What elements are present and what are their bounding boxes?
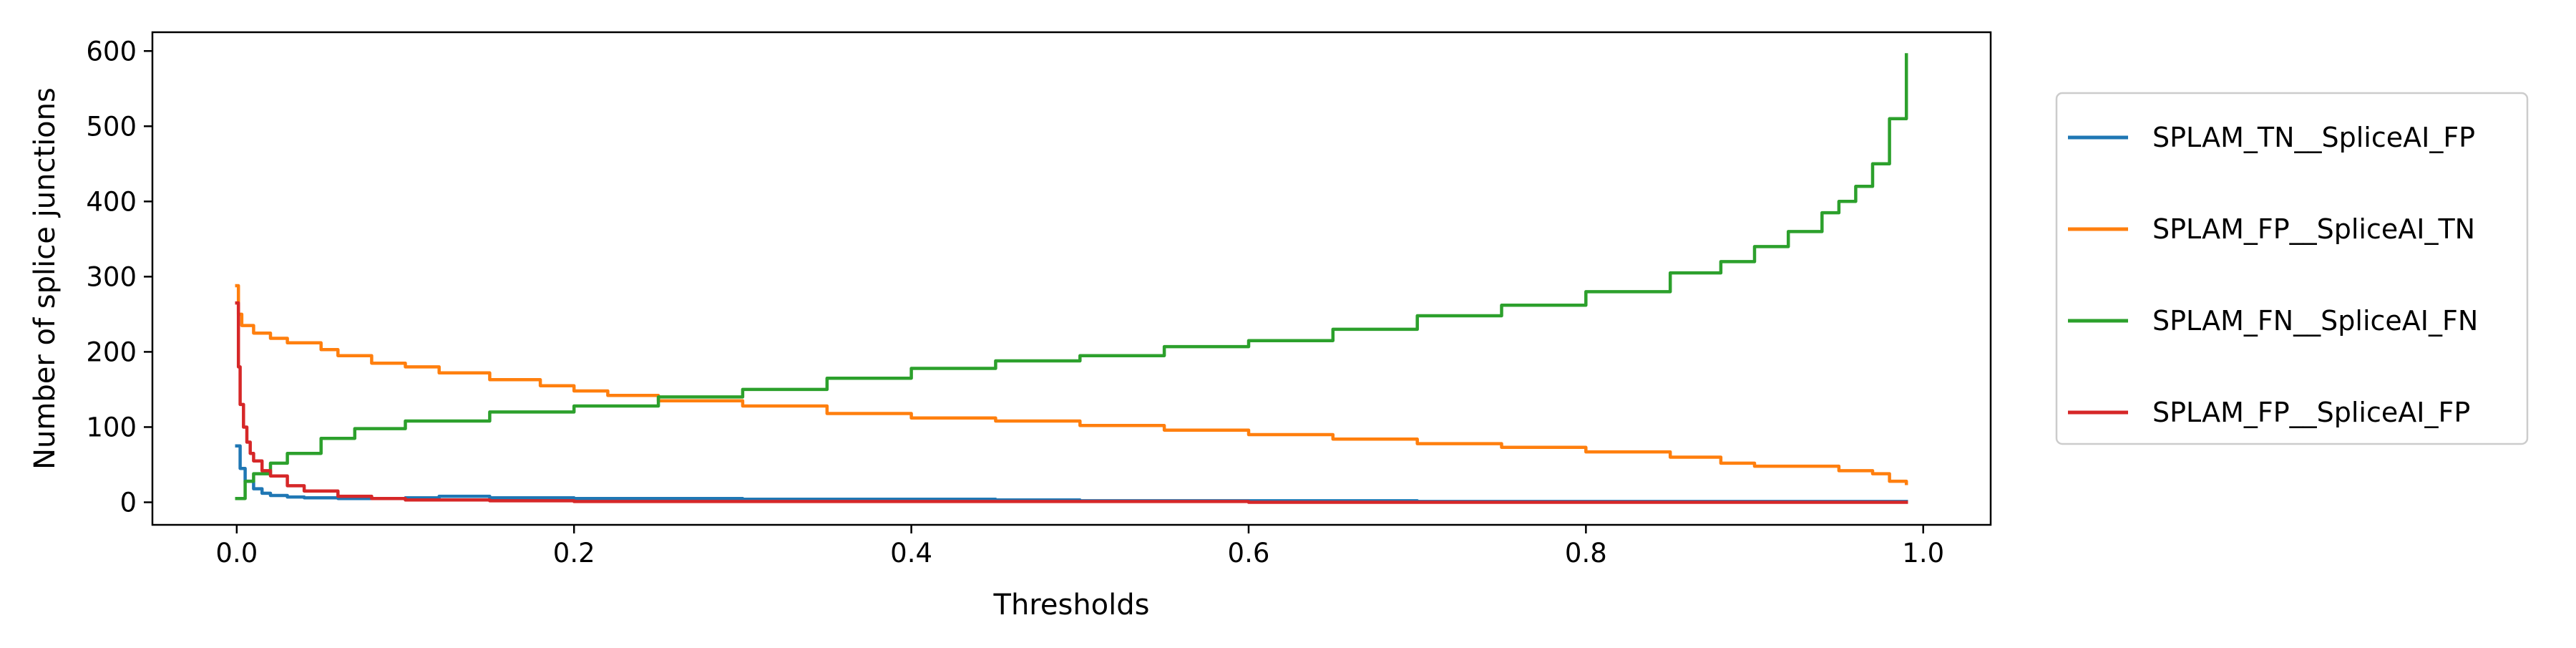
y-tick-label: 100 xyxy=(86,412,137,443)
legend-label-4: SPLAM_FP__SpliceAI_FP xyxy=(2152,397,2470,428)
y-tick-label: 400 xyxy=(86,186,137,217)
legend-label-1: SPLAM_TN__SpliceAI_FP xyxy=(2152,122,2475,153)
axes: 0.0 0.2 0.4 0.6 0.8 1.0 0 100 200 300 400 500 600 xyxy=(86,31,1992,569)
y-tick-label: 0 xyxy=(119,487,137,518)
series-line-2 xyxy=(235,284,1908,485)
legend-box xyxy=(2055,92,2529,445)
series-line-3 xyxy=(235,53,1908,500)
y-tick-label: 600 xyxy=(86,36,137,67)
x-tick-label: 0.4 xyxy=(890,538,932,569)
x-tick-label: 0.8 xyxy=(1565,538,1607,569)
series-line-4 xyxy=(235,301,1908,504)
x-tick-label: 0.0 xyxy=(215,538,258,569)
y-axis-label: Number of splice junctions xyxy=(29,87,62,470)
y-tick-label: 500 xyxy=(86,111,137,142)
y-tick-label: 200 xyxy=(86,337,137,367)
series-lines xyxy=(235,53,1908,504)
x-tick-label: 1.0 xyxy=(1902,538,1944,569)
plot-area xyxy=(152,32,1991,525)
legend-label-3: SPLAM_FN__SpliceAI_FN xyxy=(2152,305,2478,337)
y-tick-label: 300 xyxy=(86,261,137,292)
legend: SPLAM_TN__SpliceAI_FP SPLAM_FP__SpliceAI_… xyxy=(2055,92,2529,445)
plot-background xyxy=(152,32,1991,525)
x-tick-label: 0.6 xyxy=(1228,538,1270,569)
legend-label-2: SPLAM_FP__SpliceAI_TN xyxy=(2152,213,2475,245)
x-axis-label: Thresholds xyxy=(993,589,1150,622)
x-tick-label: 0.2 xyxy=(553,538,595,569)
plot-frame xyxy=(151,31,1992,526)
